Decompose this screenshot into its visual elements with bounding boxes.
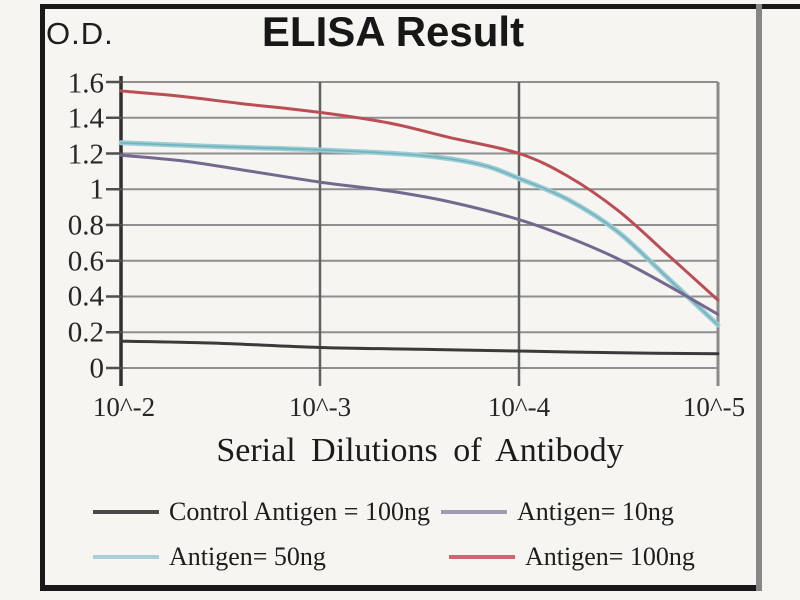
y-tick-label: 1.4	[67, 102, 104, 135]
y-tick-label: 0	[89, 352, 105, 385]
y-tick-label: 1.2	[67, 138, 104, 171]
legend-item-antigen-50ng: Antigen= 50ng	[93, 542, 326, 572]
x-tick-label: 10^-3	[288, 392, 352, 422]
legend-label: Antigen= 50ng	[169, 542, 326, 571]
y-tick-label: 0.4	[67, 280, 104, 313]
figure-frame-bottom	[40, 585, 762, 591]
legend-line-antigen-10ng	[441, 510, 507, 514]
figure-frame-top	[40, 4, 800, 9]
y-tick-label: 0.8	[67, 209, 104, 242]
legend-label: Control Antigen = 100ng	[169, 497, 430, 526]
figure-frame-left	[40, 4, 45, 590]
legend-item-antigen-10ng: Antigen= 10ng	[441, 497, 674, 527]
legend-line-antigen-100ng	[449, 555, 515, 559]
y-tick-label: 0.2	[67, 316, 104, 349]
x-axis-title: Serial Dilutions of Antibody	[216, 432, 624, 469]
legend-item-control-antigen: Control Antigen = 100ng	[93, 497, 430, 527]
legend-line-antigen-50ng	[93, 555, 159, 559]
y-tick-label: 1	[89, 173, 105, 206]
legend-label: Antigen= 10ng	[517, 497, 674, 526]
y-tick-label: 1.6	[67, 67, 104, 100]
x-tick-label: 10^-2	[92, 392, 156, 422]
figure-frame-right	[756, 4, 762, 591]
y-axis-unit-label: O.D.	[46, 16, 114, 51]
legend-item-antigen-100ng: Antigen= 100ng	[449, 542, 695, 572]
legend-line-control-antigen	[93, 510, 159, 514]
x-tick-label: 10^-5	[682, 392, 746, 422]
y-tick-label: 0.6	[67, 245, 104, 278]
x-tick-label: 10^-4	[487, 392, 551, 422]
legend-label: Antigen= 100ng	[525, 542, 695, 571]
chart-title: ELISA Result	[261, 8, 525, 55]
